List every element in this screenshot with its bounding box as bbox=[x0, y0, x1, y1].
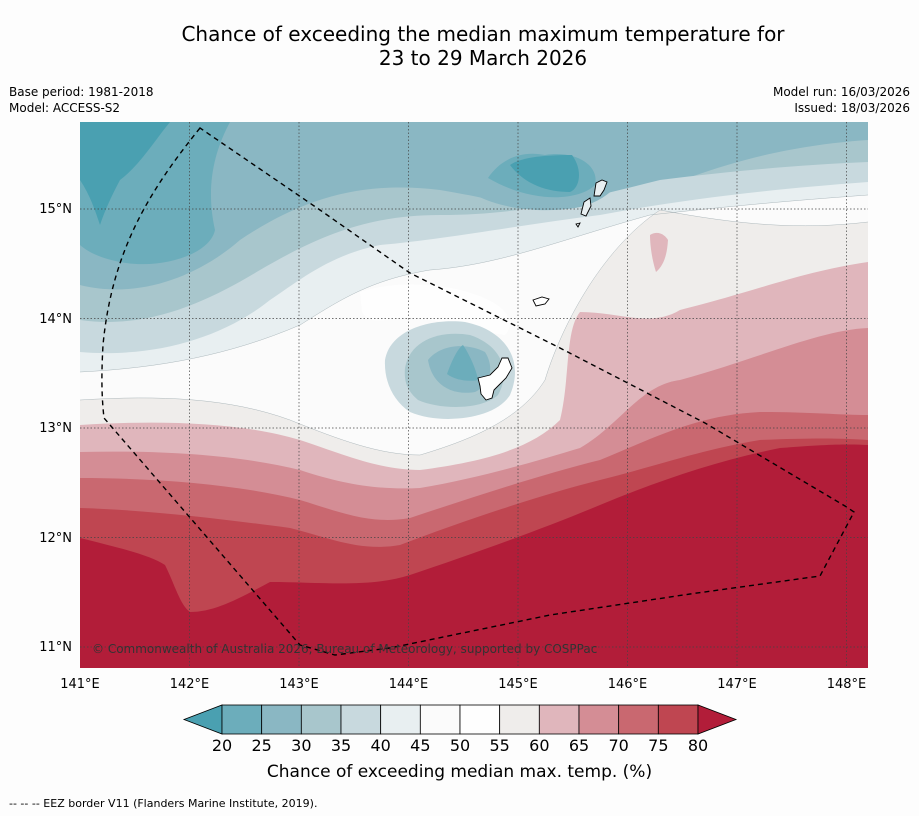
model-run: Model run: 16/03/2026 bbox=[772, 85, 910, 99]
title-line-1: Chance of exceeding the median maximum t… bbox=[181, 22, 785, 46]
lat-label-15: 15°N bbox=[39, 202, 72, 217]
island-guam bbox=[477, 357, 513, 401]
colorbar-tick-70: 70 bbox=[608, 736, 628, 755]
island-tinian bbox=[580, 197, 592, 217]
island-aguijan bbox=[575, 222, 581, 228]
map-title: Chance of exceeding the median maximum t… bbox=[0, 22, 919, 70]
lon-label-144: 144°E bbox=[389, 677, 429, 692]
lon-label-147: 147°E bbox=[717, 677, 757, 692]
copyright-text: © Commonwealth of Australia 2026, Bureau… bbox=[92, 642, 597, 656]
meta-left: Base period: 1981-2018 Model: ACCESS-S2 bbox=[9, 84, 154, 116]
colorbar-tick-25: 25 bbox=[251, 736, 271, 755]
island-saipan bbox=[593, 179, 608, 197]
colorbar-segment-30 bbox=[300, 704, 342, 735]
colorbar-extend-high bbox=[697, 704, 738, 735]
contour-level-80 bbox=[80, 444, 868, 668]
colorbar-segment-55 bbox=[499, 704, 540, 735]
contour-field bbox=[80, 122, 868, 668]
warm-spot bbox=[650, 232, 668, 272]
cool-blob-guam-core bbox=[447, 345, 478, 381]
lon-label-141: 141°E bbox=[60, 677, 100, 692]
colorbar-tick-35: 35 bbox=[331, 736, 351, 755]
title-line-2: 23 to 29 March 2026 bbox=[378, 46, 588, 70]
colorbar-tick-65: 65 bbox=[569, 736, 589, 755]
colorbar-segment-70 bbox=[618, 704, 659, 735]
islands bbox=[477, 179, 608, 401]
lat-label-12: 12°N bbox=[39, 531, 72, 546]
lat-label-11: 11°N bbox=[39, 640, 72, 655]
colorbar-tick-60: 60 bbox=[529, 736, 549, 755]
colorbar-tick-45: 45 bbox=[410, 736, 430, 755]
meta-right: Model run: 16/03/2026 Issued: 18/03/2026 bbox=[773, 84, 910, 116]
colorbar-segment-60 bbox=[538, 704, 580, 735]
colorbar-segment-75 bbox=[657, 704, 699, 735]
colorbar: 20 25 30 35 40 45 50 55 60 65 70 75 80 bbox=[182, 704, 738, 755]
issued-date: Issued: 18/03/2026 bbox=[794, 101, 910, 115]
graticule bbox=[80, 122, 868, 668]
lon-label-146: 146°E bbox=[608, 677, 648, 692]
colorbar-segment-65 bbox=[578, 704, 620, 735]
lon-label-145: 145°E bbox=[498, 677, 538, 692]
colorbar-tick-50: 50 bbox=[450, 736, 470, 755]
colorbar-extend-low bbox=[182, 704, 223, 735]
colorbar-tick-20: 20 bbox=[212, 736, 232, 755]
axis-labels: 15°N 14°N 13°N 12°N 11°N 141°E 142°E 143… bbox=[39, 202, 866, 692]
lat-label-14: 14°N bbox=[39, 312, 72, 327]
model-name: Model: ACCESS-S2 bbox=[9, 101, 121, 115]
lon-label-148: 148°E bbox=[827, 677, 867, 692]
neutral-patch bbox=[360, 284, 510, 335]
island-rota bbox=[532, 296, 550, 307]
base-period: Base period: 1981-2018 bbox=[9, 85, 154, 99]
colorbar-segment-50 bbox=[459, 704, 501, 735]
colorbar-tick-75: 75 bbox=[648, 736, 668, 755]
lat-label-13: 13°N bbox=[39, 421, 72, 436]
colorbar-segment-25 bbox=[261, 704, 302, 735]
colorbar-segment-35 bbox=[340, 704, 382, 735]
contour-lines bbox=[80, 194, 868, 456]
colorbar-segment-40 bbox=[380, 704, 421, 735]
lon-label-143: 143°E bbox=[279, 677, 319, 692]
colorbar-label: Chance of exceeding median max. temp. (%… bbox=[266, 762, 653, 782]
cool-anomaly-northwest-core bbox=[80, 122, 170, 225]
eez-border bbox=[101, 127, 855, 656]
colorbar-tick-30: 30 bbox=[291, 736, 311, 755]
lon-label-142: 142°E bbox=[170, 677, 210, 692]
colorbar-tick-40: 40 bbox=[370, 736, 390, 755]
colorbar-segment-45 bbox=[419, 704, 461, 735]
eez-legend: -- -- -- EEZ border V11 (Flanders Marine… bbox=[9, 797, 318, 810]
cool-anomaly-north-core bbox=[510, 155, 579, 192]
colorbar-tick-80: 80 bbox=[688, 736, 708, 755]
colorbar-segment-20 bbox=[221, 704, 263, 735]
colorbar-tick-55: 55 bbox=[489, 736, 509, 755]
